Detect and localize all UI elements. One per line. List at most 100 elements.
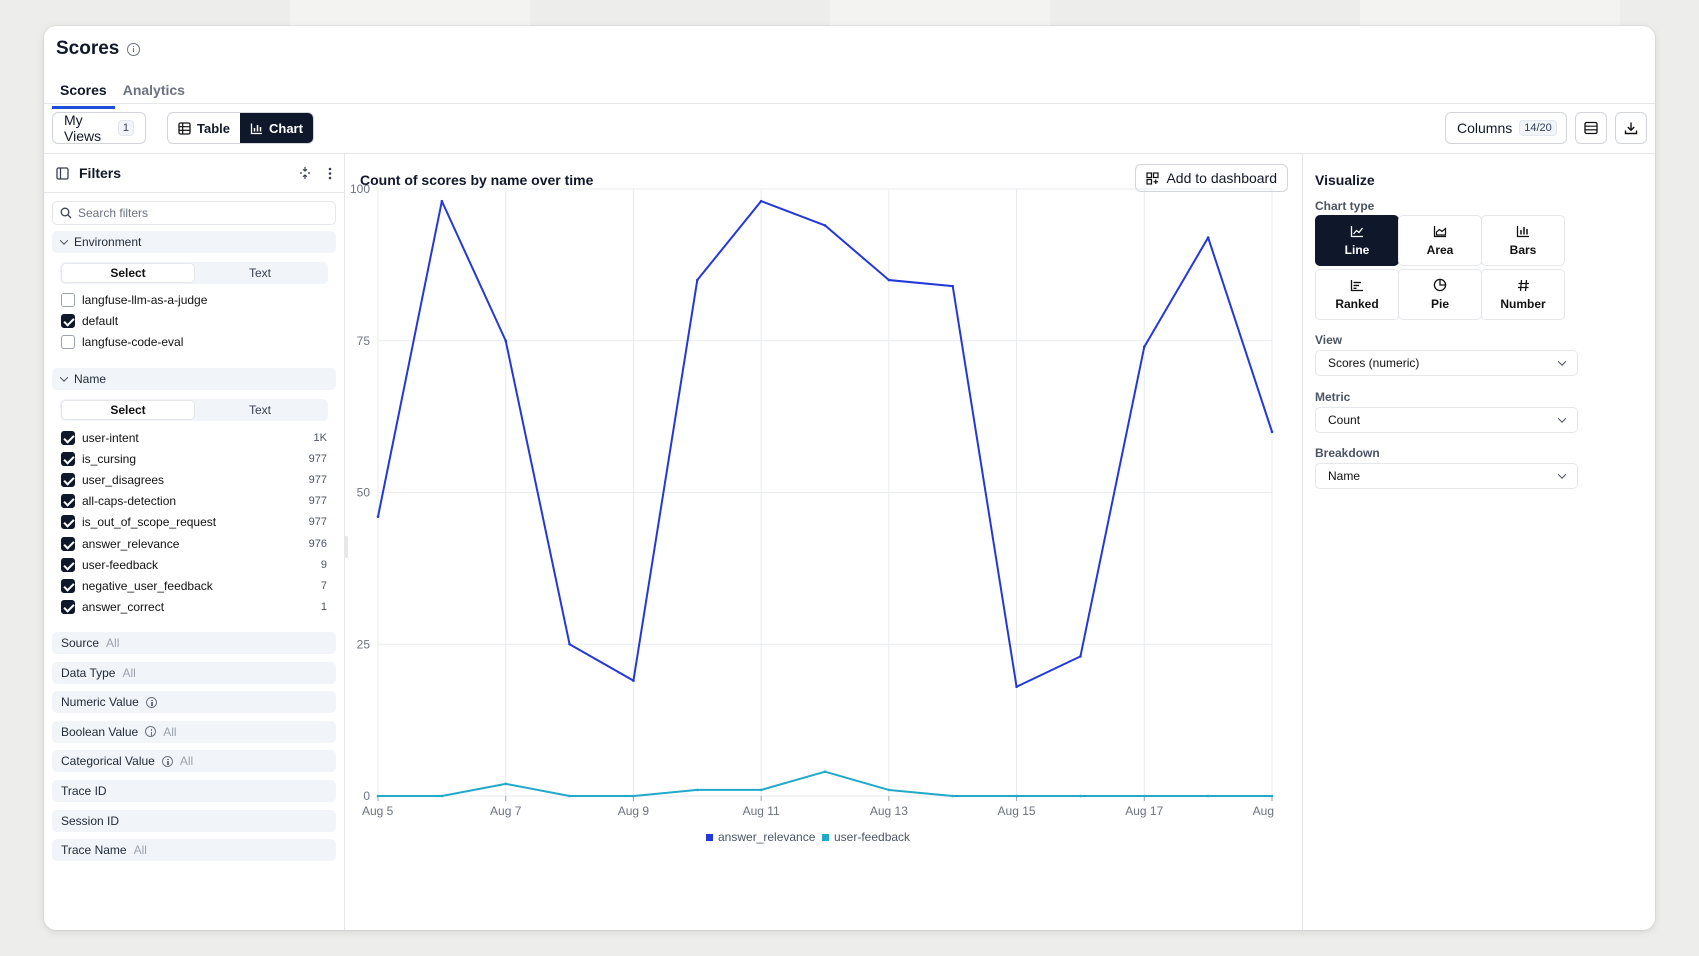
filter-group-collapsed[interactable]: Source All	[52, 632, 336, 654]
data-point[interactable]	[1142, 345, 1146, 349]
name-select-mode[interactable]: Select	[62, 401, 194, 419]
filter-group-collapsed[interactable]: Session ID	[52, 809, 336, 832]
columns-button[interactable]: Columns 14/20	[1445, 112, 1567, 144]
data-point[interactable]	[504, 339, 508, 343]
metric-select[interactable]: Count	[1315, 407, 1578, 433]
checkbox[interactable]	[61, 557, 75, 572]
chart-type-area[interactable]: Area	[1398, 215, 1482, 266]
download-button[interactable]	[1615, 112, 1647, 144]
panel-resize-handle[interactable]	[344, 536, 348, 558]
environment-select-mode[interactable]: Select	[62, 264, 194, 282]
name-option[interactable]: user-intent 1K	[61, 429, 327, 447]
data-point[interactable]	[440, 794, 444, 798]
filter-group-collapsed[interactable]: Boolean Value All	[52, 720, 336, 743]
row-height-button[interactable]	[1575, 112, 1607, 144]
chart-type-pie[interactable]: Pie	[1398, 269, 1482, 320]
legend-label[interactable]: user-feedback	[834, 830, 911, 844]
checkbox[interactable]	[61, 473, 75, 488]
name-option[interactable]: is_cursing 977	[61, 450, 327, 468]
data-point[interactable]	[695, 788, 699, 792]
checkbox[interactable]	[61, 293, 75, 307]
view-select[interactable]: Scores (numeric)	[1315, 350, 1578, 376]
info-icon[interactable]	[145, 696, 157, 708]
filter-group-collapsed[interactable]: Numeric Value	[52, 691, 336, 714]
search-filters-input[interactable]	[78, 206, 318, 220]
name-option[interactable]: user-feedback 9	[61, 556, 327, 574]
name-option[interactable]: is_out_of_scope_request 977	[61, 513, 327, 531]
checkbox[interactable]	[61, 431, 75, 445]
filter-group-collapsed[interactable]: Trace Name All	[52, 839, 336, 862]
data-point[interactable]	[440, 199, 444, 203]
name-option[interactable]: all-caps-detection 977	[61, 492, 327, 510]
data-point[interactable]	[1206, 794, 1210, 798]
collapse-all-icon[interactable]	[298, 166, 312, 180]
data-point[interactable]	[695, 278, 699, 282]
data-point[interactable]	[759, 199, 763, 203]
data-point[interactable]	[1270, 794, 1274, 798]
chart-type-ranked[interactable]: Ranked	[1315, 269, 1399, 320]
data-point[interactable]	[951, 794, 955, 798]
breakdown-select[interactable]: Name	[1315, 463, 1578, 489]
name-text-mode[interactable]: Text	[248, 403, 271, 417]
series-line-user-feedback[interactable]	[378, 770, 1272, 797]
checkbox[interactable]	[61, 515, 75, 530]
data-point[interactable]	[568, 794, 571, 798]
sidebar-toggle-icon[interactable]	[56, 166, 69, 180]
name-option[interactable]: answer_relevance 976	[61, 535, 327, 553]
checkbox[interactable]	[61, 578, 75, 593]
data-point[interactable]	[823, 224, 827, 227]
series-line-answer_relevance[interactable]	[377, 200, 1273, 688]
checkbox[interactable]	[61, 452, 75, 467]
checkbox[interactable]	[61, 536, 75, 551]
name-option[interactable]: negative_user_feedback 7	[61, 577, 327, 595]
data-point[interactable]	[1079, 794, 1082, 798]
data-point[interactable]	[632, 794, 635, 798]
environment-option[interactable]: default	[61, 312, 327, 330]
data-point[interactable]	[887, 278, 891, 282]
tab-analytics[interactable]: Analytics	[122, 82, 185, 98]
chart-type-bars[interactable]: Bars	[1481, 215, 1565, 266]
environment-filter-group[interactable]: Environment	[52, 231, 336, 253]
name-option[interactable]: answer_correct 1	[61, 598, 327, 616]
checkbox[interactable]	[61, 494, 75, 509]
name-filter-group[interactable]: Name	[52, 368, 336, 390]
data-point[interactable]	[1015, 685, 1018, 689]
more-options-icon[interactable]	[328, 167, 332, 180]
data-point[interactable]	[1079, 655, 1082, 658]
data-point[interactable]	[376, 515, 380, 519]
name-option[interactable]: user_disagrees 977	[61, 471, 327, 489]
data-point[interactable]	[376, 794, 380, 798]
environment-option[interactable]: langfuse-code-eval	[61, 333, 327, 351]
environment-option[interactable]: langfuse-llm-as-a-judge	[61, 291, 327, 309]
environment-text-mode[interactable]: Text	[248, 266, 271, 280]
table-view-button[interactable]: Table	[168, 113, 240, 143]
data-point[interactable]	[887, 788, 891, 792]
add-to-dashboard-button[interactable]: Add to dashboard	[1135, 164, 1288, 192]
checkbox[interactable]	[61, 335, 75, 349]
data-point[interactable]	[823, 770, 827, 774]
data-point[interactable]	[568, 642, 571, 646]
chart-type-bars-label: Bars	[1509, 242, 1537, 257]
tab-scores[interactable]: Scores	[52, 76, 115, 109]
data-point[interactable]	[951, 284, 955, 288]
data-point[interactable]	[1206, 236, 1210, 239]
data-point[interactable]	[504, 782, 508, 786]
checkbox[interactable]	[61, 314, 75, 328]
filter-group-collapsed[interactable]: Data Type All	[52, 661, 336, 684]
filter-group-collapsed[interactable]: Trace ID	[52, 780, 336, 802]
data-point[interactable]	[1015, 794, 1018, 798]
legend-label[interactable]: answer_relevance	[718, 830, 816, 844]
data-point[interactable]	[759, 788, 763, 792]
info-icon[interactable]	[145, 726, 157, 738]
chart-type-line[interactable]: Line	[1315, 215, 1399, 266]
info-icon[interactable]	[127, 42, 141, 56]
chart-type-number[interactable]: Number	[1481, 269, 1565, 320]
checkbox[interactable]	[61, 599, 75, 614]
data-point[interactable]	[632, 679, 635, 682]
data-point[interactable]	[1270, 430, 1274, 434]
my-views-button[interactable]: My Views 1	[52, 112, 146, 144]
filter-group-collapsed[interactable]: Categorical Value All	[52, 750, 336, 773]
chart-view-button[interactable]: Chart	[240, 113, 313, 143]
info-icon[interactable]	[161, 755, 173, 767]
data-point[interactable]	[1142, 794, 1146, 798]
